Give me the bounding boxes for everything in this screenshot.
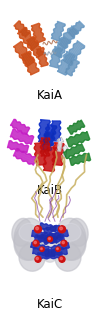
Ellipse shape [59,256,65,262]
Ellipse shape [36,227,38,230]
Polygon shape [10,129,34,145]
Polygon shape [51,121,61,141]
Polygon shape [38,251,62,259]
Ellipse shape [55,243,81,271]
Polygon shape [57,137,64,151]
Polygon shape [44,124,57,146]
Text: KaiB: KaiB [37,184,63,197]
Polygon shape [51,243,69,252]
Polygon shape [44,235,64,244]
Ellipse shape [58,224,86,260]
Polygon shape [69,153,91,165]
Polygon shape [57,51,75,75]
Polygon shape [51,21,65,41]
Ellipse shape [14,218,46,260]
Polygon shape [43,132,54,151]
Ellipse shape [56,247,60,251]
Ellipse shape [19,223,41,241]
Ellipse shape [33,240,39,246]
Ellipse shape [40,247,44,251]
Polygon shape [33,248,55,257]
Polygon shape [40,138,50,156]
Ellipse shape [58,226,66,233]
Ellipse shape [61,240,67,246]
Text: KaiC: KaiC [37,298,63,311]
Ellipse shape [54,218,86,260]
Polygon shape [62,145,68,157]
Ellipse shape [60,257,62,260]
Ellipse shape [59,223,81,241]
Ellipse shape [48,238,50,240]
Polygon shape [64,144,84,158]
Polygon shape [52,143,64,165]
Polygon shape [48,230,68,241]
Polygon shape [10,120,30,134]
Polygon shape [65,58,79,76]
Polygon shape [40,223,56,231]
Polygon shape [31,243,49,252]
Ellipse shape [14,224,42,260]
Polygon shape [35,235,57,243]
Polygon shape [7,141,29,153]
Polygon shape [68,21,84,37]
Polygon shape [54,36,70,58]
Polygon shape [21,51,39,75]
Ellipse shape [36,257,38,260]
Polygon shape [50,46,63,68]
Polygon shape [26,36,44,58]
Polygon shape [66,132,90,147]
Ellipse shape [35,256,41,262]
Ellipse shape [68,218,88,246]
Polygon shape [34,143,46,165]
Ellipse shape [19,243,45,271]
Polygon shape [32,230,52,240]
Polygon shape [63,41,85,66]
Polygon shape [67,120,85,134]
Polygon shape [36,48,48,67]
Ellipse shape [34,241,36,244]
Ellipse shape [12,218,32,246]
Polygon shape [14,21,30,37]
Polygon shape [43,146,57,171]
Ellipse shape [40,232,60,262]
Polygon shape [13,42,35,67]
Polygon shape [13,149,37,165]
Ellipse shape [48,237,53,242]
Polygon shape [18,28,38,50]
Polygon shape [57,26,78,49]
Ellipse shape [34,226,42,233]
Polygon shape [45,248,67,257]
Polygon shape [31,23,45,43]
Ellipse shape [57,248,58,249]
Ellipse shape [62,241,64,244]
Ellipse shape [41,248,42,249]
Polygon shape [38,233,62,242]
Ellipse shape [60,227,62,230]
Polygon shape [44,225,60,234]
Polygon shape [38,120,50,142]
Text: KaiA: KaiA [37,88,63,102]
